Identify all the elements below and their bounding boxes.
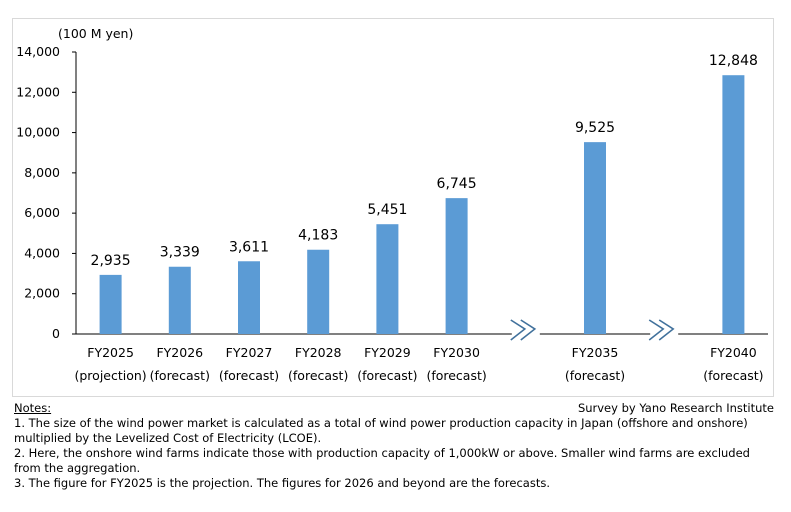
bar-fy2040 [722,75,745,334]
x-tick-sublabel: (forecast) [288,368,348,383]
x-tick-sublabel: (forecast) [357,368,417,383]
data-label: 12,848 [709,53,758,69]
data-label: 6,745 [437,176,477,192]
bar-fy2025 [99,274,122,334]
notes-section: Notes: Survey by Yano Research Institute… [14,401,774,491]
bar-fy2029 [376,224,399,334]
axis-break-icon [510,318,540,354]
bar-chart: (100 M yen) 0 2,000 4,000 6,000 8,000 10,000 1… [16,26,768,383]
y-tick-label: 2,000 [24,286,60,301]
axis-break-chevron [648,319,665,341]
x-tick-label: FY2027 [226,345,273,360]
x-tick-sublabel: (forecast) [150,368,210,383]
y-tick-label: 8,000 [24,165,60,180]
x-tick-sublabel: (forecast) [703,368,763,383]
y-tick-label: 10,000 [16,125,60,140]
bar-fy2028 [307,249,330,334]
bar-fy2035 [584,142,606,334]
data-label: 9,525 [575,120,615,136]
x-tick-label: FY2029 [364,345,411,360]
note-line: 3. The figure for FY2025 is the projecti… [14,476,551,490]
note-line: multiplied by the Levelized Cost of Elec… [14,431,322,445]
x-tick-sublabel: (forecast) [219,368,279,383]
data-label: 3,611 [229,239,269,255]
notes-title: Notes: [14,401,52,415]
y-tick-label: 12,000 [16,84,60,99]
note-line: 1. The size of the wind power market is … [14,416,748,430]
data-label: 3,339 [160,245,200,261]
data-label: 2,935 [91,253,131,269]
y-axis-unit-label: (100 M yen) [58,26,133,41]
y-tick-label: 4,000 [24,245,60,260]
data-label: 5,451 [367,202,407,218]
x-tick-label: FY2025 [87,345,134,360]
x-tick-label: FY2035 [572,345,619,360]
x-tick-label: FY2040 [710,345,757,360]
bar-fy2027 [238,261,260,334]
bar-fy2030 [445,198,468,334]
note-line: from the aggregation. [14,461,141,475]
chart-frame [12,18,774,397]
x-tick-label: FY2028 [295,345,342,360]
y-tick-label: 0 [52,326,60,341]
axis-break-chevron [658,319,675,341]
bar-fy2026 [168,266,191,334]
x-tick-label: FY2030 [433,345,480,360]
note-line: 2. Here, the onshore wind farms indicate… [14,446,750,460]
axis-break-chevron [510,319,527,341]
data-label: 4,183 [298,228,338,244]
axis-break-icon [648,318,679,354]
x-tick-sublabel: (forecast) [565,368,625,383]
y-tick-label: 14,000 [16,44,60,59]
source-credit: Survey by Yano Research Institute [577,401,774,415]
y-tick-label: 6,000 [24,205,60,220]
x-tick-sublabel: (projection) [75,368,147,383]
x-tick-label: FY2026 [156,345,203,360]
x-tick-sublabel: (forecast) [426,368,486,383]
axis-break-chevron [520,319,537,341]
